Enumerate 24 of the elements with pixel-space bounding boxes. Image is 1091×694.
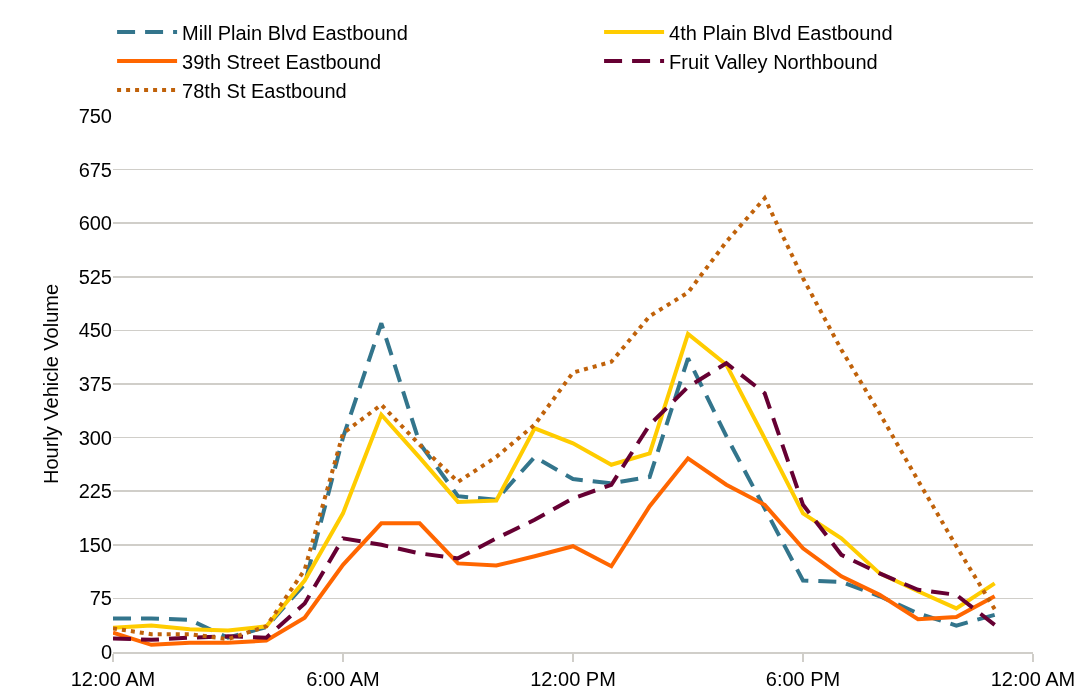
y-tick-label: 450: [78, 319, 112, 342]
legend-label: 78th St Eastbound: [182, 79, 347, 102]
y-tick-label: 600: [78, 212, 112, 235]
legend-label: Mill Plain Blvd Eastbound: [182, 21, 408, 44]
legend-label: 4th Plain Blvd Eastbound: [669, 21, 893, 44]
line-series: [113, 196, 997, 642]
x-tick-label: 12:00 PM: [530, 667, 616, 690]
y-tick-label: 525: [78, 265, 112, 288]
x-tick-label: 12:00 AM: [990, 667, 1076, 690]
x-tick-label: 6:00 PM: [765, 667, 841, 690]
y-tick-label: 750: [78, 105, 112, 127]
y-axis-title: Hourly Vehicle Volume: [40, 283, 63, 485]
line-series: [113, 456, 997, 647]
y-tick-label: 300: [78, 426, 112, 449]
legend-label: 39th Street Eastbound: [182, 50, 382, 73]
y-tick-label: 75: [89, 587, 112, 610]
x-tick-label: 6:00 AM: [306, 667, 380, 690]
x-tick-label: 12:00 AM: [70, 667, 156, 690]
legend-label: Fruit Valley Northbound: [669, 50, 878, 73]
y-tick-label: 375: [78, 373, 112, 395]
y-tick-label: 150: [78, 533, 112, 556]
y-tick-label: 225: [78, 480, 112, 503]
y-tick-label: 675: [78, 158, 112, 181]
y-tick-label: 0: [100, 641, 112, 663]
